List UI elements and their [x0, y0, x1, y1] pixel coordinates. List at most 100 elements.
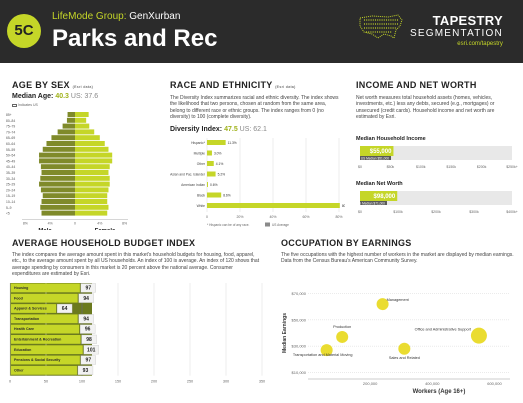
hh-income-chart: $55,000 US Median $51,000 $0 $50k $100k $150k… — [358, 146, 518, 169]
race-category: Black — [197, 194, 205, 198]
female-bar — [75, 129, 95, 135]
occ-ylabel: Median Earnings — [282, 313, 288, 353]
hh-value: $55,000 — [370, 149, 392, 155]
budget-value-box — [79, 324, 96, 334]
female-bar — [75, 170, 109, 175]
race-bar-chart: 0 20% 40% 60% 80% Hispanic* 11.3% Multiple 3.0% O… — [170, 138, 345, 227]
budget-value-box — [78, 293, 94, 303]
nw-bar — [360, 191, 398, 201]
occ-xtick: 600,000 — [487, 381, 502, 386]
budget-tick: 200 — [151, 380, 157, 384]
hh-income-label: Median Household Income — [356, 136, 426, 142]
race-title: RACE AND ETHNICITY (Esri data) — [170, 80, 296, 90]
budget-bar — [11, 283, 80, 293]
budget-category: Transportation — [14, 317, 39, 321]
nw-value: $98,000 — [374, 194, 396, 200]
hh-tick: $250k+ — [506, 165, 518, 169]
occupation-bubble-chart: $70,000 $50,000 $30,000 $10,000 200,000 400,0… — [282, 291, 510, 395]
race-tick: 80% — [335, 215, 342, 219]
age-label: 5–9 — [6, 206, 12, 210]
male-bar — [67, 112, 75, 117]
female-bar — [75, 117, 87, 123]
hh-tick: $200k — [477, 165, 487, 169]
diversity-label: Diversity Index: — [170, 126, 223, 133]
budget-bar-chart: 0 50 100 150 200 250 300 350 Housing 97 Food 94 Appa… — [9, 283, 265, 384]
hh-tick: $100k — [416, 165, 426, 169]
female-bar — [75, 158, 113, 164]
male-bar — [42, 146, 75, 152]
race-bar — [207, 182, 208, 187]
occ-xlabel: Workers (Age 16+) — [413, 389, 466, 395]
female-bar — [75, 141, 105, 146]
occ-bubble — [376, 298, 389, 311]
race-category: Hispanic* — [191, 141, 206, 145]
nw-tick: $300k — [469, 210, 479, 214]
age-label: 10–14 — [6, 200, 15, 204]
race-bar — [207, 150, 212, 156]
budget-tick: 100 — [79, 380, 85, 384]
female-bar — [75, 112, 89, 117]
age-label: 25–29 — [6, 183, 15, 187]
male-bar — [40, 175, 75, 181]
race-value-label: 8.6% — [223, 194, 231, 198]
nw-us-bar — [360, 201, 387, 205]
budget-tick: 0 — [9, 380, 11, 384]
age-label: 55–59 — [6, 148, 15, 152]
budget-value: 94 — [83, 316, 89, 322]
budget-value: 64 — [62, 306, 68, 312]
brand-url[interactable]: esri.com/tapestry — [457, 41, 503, 47]
hh-us-label: US Median $51,000 — [361, 157, 389, 161]
female-bar — [75, 135, 100, 141]
male-bar — [51, 135, 75, 141]
budget-category: Health Care — [14, 327, 34, 331]
male-bar — [39, 181, 75, 187]
race-tick: 20% — [236, 215, 243, 219]
female-bar — [75, 146, 109, 152]
budget-value-box — [83, 345, 99, 355]
male-bar — [39, 152, 75, 158]
race-tick: 40% — [269, 215, 276, 219]
age-label: 80–84 — [6, 119, 15, 123]
female-bar — [75, 175, 110, 181]
occ-xtick: 400,000 — [425, 381, 440, 386]
budget-tick: 150 — [115, 380, 121, 384]
diversity-index: Diversity Index: 47.5 US: 62.1 — [170, 126, 267, 133]
race-value-label: 0.6% — [210, 183, 218, 187]
budget-bar — [11, 365, 77, 375]
budget-value-box — [77, 365, 94, 375]
hh-tick: $150k — [446, 165, 456, 169]
age-label: 85+ — [6, 113, 12, 117]
net-worth-label: Median Net Worth — [356, 181, 403, 187]
male-bar — [41, 199, 75, 204]
age-label: 65–69 — [6, 136, 15, 140]
age-label: 15–19 — [6, 194, 15, 198]
female-bar — [75, 152, 113, 158]
budget-value: 97 — [86, 286, 92, 292]
age-tick: 4% — [97, 221, 102, 225]
age-note: (Esri data) — [72, 85, 94, 89]
lifemode-label: LifeMode Group: — [52, 11, 127, 22]
nw-track — [360, 191, 512, 205]
hh-bar — [360, 146, 394, 156]
brand-block: TAPESTRY SEGMENTATION esri.com/tapestry — [410, 13, 503, 47]
median-age-value: 40.3 — [55, 93, 69, 100]
age-label: 60–64 — [6, 142, 15, 146]
occupation-title: OCCUPATION BY EARNINGS — [281, 238, 412, 248]
male-bar — [40, 187, 75, 193]
budget-bar — [11, 335, 81, 344]
age-title-text: AGE BY SEX — [12, 80, 70, 90]
race-value-label: 3.0% — [214, 152, 222, 156]
budget-value: 96 — [85, 327, 91, 333]
occ-bubble-label: Transportation and Material Moving — [293, 353, 353, 357]
diversity-value: 47.5 — [224, 126, 238, 133]
median-age-label: Median Age: — [12, 93, 54, 100]
female-bar — [75, 123, 90, 129]
race-value-label: 5.2% — [218, 173, 226, 177]
race-value-label: 80.5% — [342, 204, 345, 208]
budget-tick: 250 — [187, 380, 193, 384]
hh-tick: $50k — [387, 165, 395, 169]
us-average-label: US Average — [272, 223, 289, 227]
age-title: AGE BY SEX (Esri data) — [12, 80, 93, 90]
race-bar — [207, 161, 214, 166]
female-bar — [75, 181, 110, 187]
